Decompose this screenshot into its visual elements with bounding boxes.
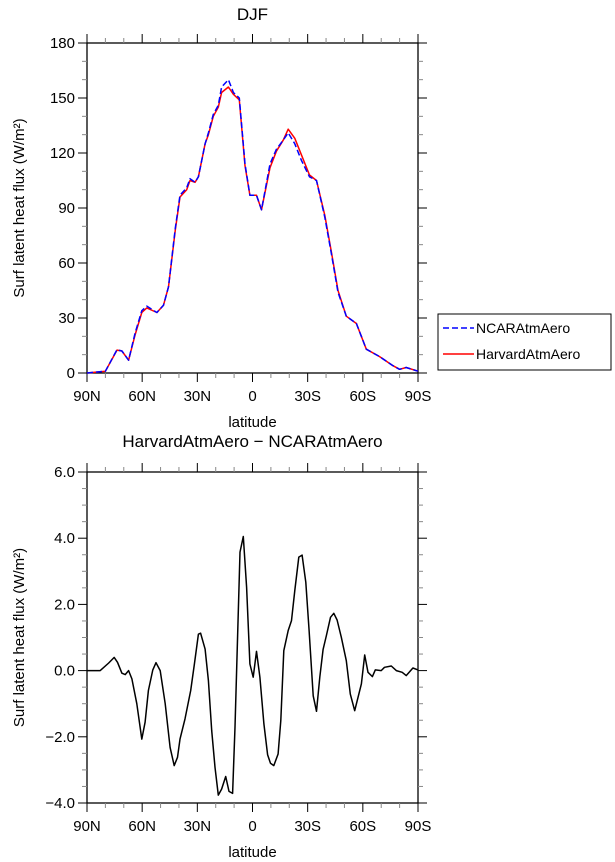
x-tick-label: 60S (349, 818, 376, 835)
legend: NCARAtmAero HarvardAtmAero (437, 313, 612, 371)
legend-box (437, 313, 612, 371)
x-tick-label: 90N (73, 388, 101, 405)
y-tick-label: 90 (58, 200, 75, 217)
x-tick-label: 30S (294, 388, 321, 405)
x-tick-label: 90N (73, 818, 101, 835)
x-axis-label: latitude (228, 844, 276, 861)
x-tick-label: 60N (128, 818, 156, 835)
y-tick-label: 0 (67, 365, 75, 382)
x-tick-label: 90S (405, 818, 432, 835)
chart-title: DJF (237, 5, 268, 24)
y-tick-label: −4.0 (45, 795, 75, 812)
x-tick-label: 30N (184, 388, 212, 405)
y-axis-label: Surf latent heat flux (W/m²) (11, 548, 28, 727)
x-tick-label: 90S (405, 388, 432, 405)
series-line-ncaratmaero (86, 78, 419, 374)
y-tick-label: 180 (50, 35, 75, 52)
legend-label-ncar: NCARAtmAero (476, 320, 570, 336)
x-tick-label: 60N (128, 388, 156, 405)
y-axis-label: Surf latent heat flux (W/m²) (11, 118, 28, 297)
x-tick-label: 0 (248, 818, 256, 835)
y-tick-label: 6.0 (54, 464, 75, 481)
plot-frame (86, 471, 419, 804)
y-tick-label: 150 (50, 90, 75, 107)
plot-frame (86, 42, 419, 374)
top-panel-mean-flux: 90N 60N 30N 0 30S 60S 90S 0 30 60 90 120 150 180 DJF la… (11, 5, 431, 431)
x-tick-label: 30S (294, 818, 321, 835)
y-tick-label: 2.0 (54, 596, 75, 613)
chart-title: HarvardAtmAero − NCARAtmAero (122, 432, 382, 451)
y-tick-label: 4.0 (54, 530, 75, 547)
series-line-harvardatmaero-ncaratmaero (87, 535, 419, 796)
y-tick-label: 60 (58, 255, 75, 272)
x-tick-label: 30N (184, 818, 212, 835)
x-tick-label: 0 (248, 388, 256, 405)
x-tick-label: 60S (349, 388, 376, 405)
y-tick-label: 120 (50, 145, 75, 162)
bottom-panel-difference: 90N 60N 30N 0 30S 60S 90S −4.0 −2.0 0.0 2.0 4.0 6.0 H… (11, 432, 431, 861)
legend-label-harvard: HarvardAtmAero (476, 346, 580, 362)
y-tick-label: 30 (58, 310, 75, 327)
x-axis-label: latitude (228, 414, 276, 431)
y-tick-label: 0.0 (54, 663, 75, 680)
y-tick-label: −2.0 (45, 729, 75, 746)
